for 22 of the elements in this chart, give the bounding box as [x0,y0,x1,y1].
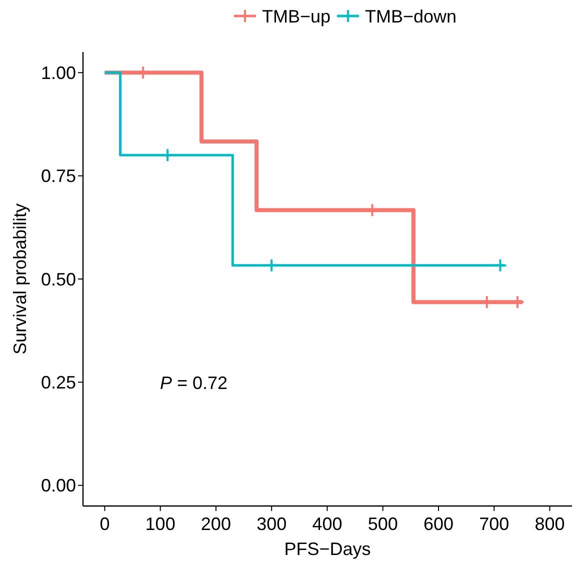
x-tick-label: 700 [479,514,510,534]
x-tick-label: 200 [200,514,231,534]
x-tick-label: 600 [423,514,454,534]
y-tick-label: 0.50 [40,269,76,290]
x-tick-label: 100 [145,514,176,534]
y-tick-label: 0.25 [40,372,76,392]
legend-label: TMB−up [262,6,331,26]
y-tick-label: 1.00 [40,62,76,83]
y-tick-label: 0.00 [40,476,76,496]
annotation: P = 0.72 [160,373,228,393]
point [264,258,279,272]
legend-label: TMB−down [365,6,457,26]
point [493,258,508,272]
x-axis-title: PFS−Days [284,539,371,559]
y-axis-title: Survival probability [10,203,30,355]
x-tick-label: 500 [368,514,398,534]
x-tick-label: 300 [256,514,287,534]
point [160,148,175,162]
x-tick-label: 400 [312,514,342,534]
x-tick-label: 0 [100,514,110,534]
y-tick-label: 0.75 [40,166,76,186]
x-tick-label: 800 [534,514,565,534]
